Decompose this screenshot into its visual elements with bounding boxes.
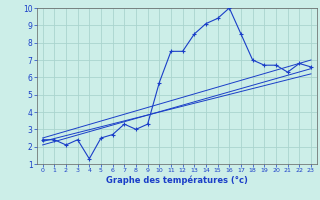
X-axis label: Graphe des températures (°c): Graphe des températures (°c) bbox=[106, 176, 248, 185]
